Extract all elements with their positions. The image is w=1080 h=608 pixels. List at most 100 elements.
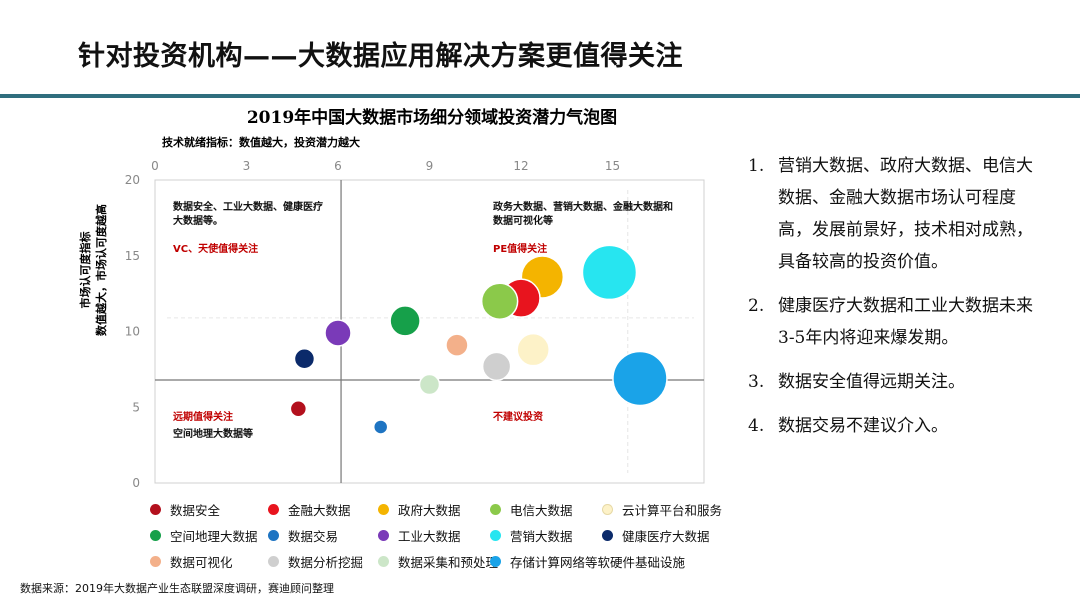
x-tick-label: 15 (605, 159, 620, 173)
legend-label: 金融大数据 (288, 503, 351, 518)
finding-text: 数据交易不建议介入。 (778, 416, 948, 436)
x-tick-label: 12 (513, 159, 528, 173)
quadrant-recommendation: VC、天使值得关注 (173, 242, 258, 255)
legend-label: 工业大数据 (398, 529, 461, 544)
bubble (324, 319, 352, 347)
legend-swatch (490, 504, 501, 515)
legend-item: 电信大数据 (490, 500, 573, 519)
legend-item: 数据交易 (268, 526, 338, 545)
bubble (293, 348, 316, 370)
legend-swatch (150, 504, 161, 515)
data-source: 数据来源：2019年大数据产业生态联盟深度调研，赛迪顾问整理 (20, 582, 334, 595)
legend-label: 数据分析挖掘 (288, 555, 364, 570)
bubble (445, 333, 469, 357)
quadrant-labels: 数据安全、工业大数据、健康医疗大数据等。 VC、天使值得关注 政务大数据、营销大数据… (173, 200, 673, 440)
legend-swatch (602, 530, 613, 541)
legend-swatch (268, 530, 279, 541)
legend-swatch (490, 556, 501, 567)
title-divider (0, 94, 1080, 98)
legend-label: 空间地理大数据 (170, 529, 258, 544)
legend-item: 存储计算网络等软硬件基础设施 (490, 552, 685, 571)
legend-swatch (490, 530, 501, 541)
legend-item: 数据安全 (150, 500, 220, 519)
quadrant-recommendation: 不建议投资 (493, 410, 543, 423)
finding-text: 数据安全值得远期关注。 (778, 372, 965, 392)
page-title: 针对投资机构——大数据应用解决方案更值得关注 (78, 41, 683, 72)
bubble-chart: 2019年中国大数据市场细分领域投资潜力气泡图 技术就绪指标：数值越大，投资潜力… (78, 107, 705, 490)
bubble (612, 350, 668, 407)
legend-label: 数据交易 (288, 529, 339, 544)
legend-swatch (378, 530, 389, 541)
quadrant-recommendation: PE值得关注 (493, 242, 547, 255)
gridlines (167, 190, 694, 473)
legend-swatch (378, 504, 389, 515)
quadrant-label-line: 大数据等。 (173, 214, 223, 227)
bubble (418, 373, 441, 396)
legend-item: 数据采集和预处理 (378, 552, 498, 571)
bubble (480, 282, 519, 320)
quadrant-label-line: 数据可视化等 (493, 214, 553, 227)
quadrant-label-line: 数据安全、工业大数据、健康医疗 (173, 200, 323, 213)
bubble (389, 305, 421, 337)
legend-swatch (268, 504, 279, 515)
legend-item: 空间地理大数据 (150, 526, 258, 545)
legend-item: 数据可视化 (150, 552, 233, 571)
y-tick-label: 10 (125, 325, 140, 339)
y-tick-label: 5 (132, 400, 140, 414)
quadrant-recommendation: 远期值得关注 (173, 410, 233, 423)
finding-item: 4. 数据交易不建议介入。 (748, 410, 1048, 442)
bubble (481, 351, 512, 382)
quadrant-label-line: 政务大数据、营销大数据、金融大数据和 (493, 200, 673, 213)
y-axis-label-line2: 数值越大，市场认可度越高 (94, 204, 108, 336)
x-axis-label: 技术就绪指标：数值越大，投资潜力越大 (162, 135, 360, 149)
legend-label: 营销大数据 (510, 529, 573, 544)
legend-label: 电信大数据 (510, 503, 573, 518)
legend-swatch (378, 556, 389, 567)
legend-item: 工业大数据 (378, 526, 461, 545)
y-tick-label: 0 (132, 476, 140, 490)
legend-label: 政府大数据 (398, 503, 461, 518)
finding-number: 4. (748, 416, 765, 436)
findings-list: 1. 营销大数据、政府大数据、电信大数据、金融大数据市场认可程度高，发展前景好，技… (748, 150, 1048, 454)
quadrant-label-line: 空间地理大数据等 (173, 427, 253, 440)
finding-item: 3. 数据安全值得远期关注。 (748, 366, 1048, 398)
legend-label: 存储计算网络等软硬件基础设施 (510, 555, 686, 570)
bubble (516, 332, 550, 367)
legend-item: 健康医疗大数据 (602, 526, 710, 545)
legend-item: 数据分析挖掘 (268, 552, 363, 571)
finding-number: 2. (748, 296, 765, 316)
quadrant-label: 数据安全、工业大数据、健康医疗大数据等。 (173, 200, 323, 227)
legend-swatch (150, 556, 161, 567)
bubble (581, 244, 638, 301)
chart-title: 2019年中国大数据市场细分领域投资潜力气泡图 (247, 107, 617, 128)
legend-item: 云计算平台和服务 (602, 500, 722, 519)
legend-item: 政府大数据 (378, 500, 461, 519)
finding-number: 3. (748, 372, 765, 392)
tick-labels: 0 3 6 9 12 15 0 5 10 15 20 (125, 159, 620, 490)
bubble (289, 400, 308, 418)
x-tick-label: 0 (151, 159, 159, 173)
x-tick-label: 9 (426, 159, 434, 173)
legend-label: 数据可视化 (170, 555, 233, 570)
legend-label: 数据安全 (170, 503, 221, 518)
legend-swatch (150, 530, 161, 541)
legend-item: 金融大数据 (268, 500, 351, 519)
finding-text: 健康医疗大数据和工业大数据未来3-5年内将迎来爆发期。 (778, 296, 1033, 348)
y-tick-label: 15 (125, 249, 140, 263)
quadrant-label: 空间地理大数据等 (173, 427, 253, 440)
legend-swatch (268, 556, 279, 567)
x-tick-label: 6 (334, 159, 342, 173)
y-tick-label: 20 (125, 173, 140, 187)
finding-item: 1. 营销大数据、政府大数据、电信大数据、金融大数据市场认可程度高，发展前景好，技… (748, 150, 1048, 278)
legend-item: 营销大数据 (490, 526, 573, 545)
finding-number: 1. (748, 156, 765, 176)
legend-label: 健康医疗大数据 (622, 529, 710, 544)
legend-swatch (602, 504, 613, 515)
quadrant-label: 政务大数据、营销大数据、金融大数据和数据可视化等 (493, 200, 673, 227)
x-tick-label: 3 (243, 159, 251, 173)
finding-item: 2. 健康医疗大数据和工业大数据未来3-5年内将迎来爆发期。 (748, 290, 1048, 354)
y-axis-label-line1: 市场认可度指标 (78, 232, 92, 309)
legend-label: 数据采集和预处理 (398, 555, 499, 570)
plot-frame (154, 179, 705, 484)
legend-label: 云计算平台和服务 (622, 503, 723, 518)
